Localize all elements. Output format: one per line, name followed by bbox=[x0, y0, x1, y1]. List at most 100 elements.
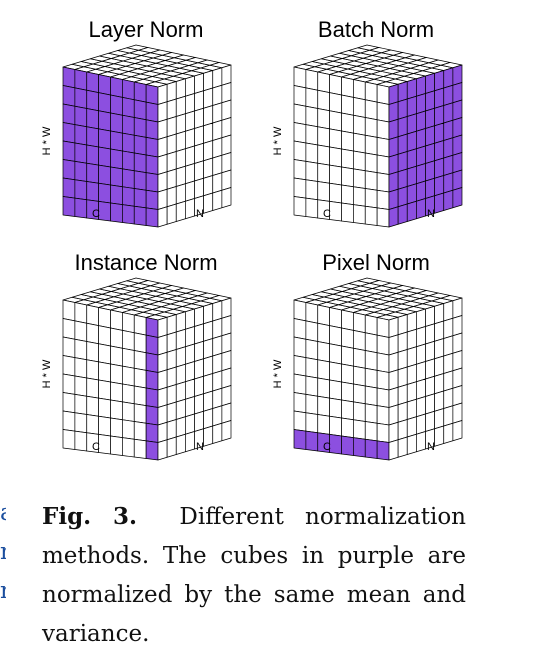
cube-cell bbox=[110, 345, 123, 367]
cube-cell bbox=[62, 140, 76, 162]
cube-cell bbox=[110, 363, 123, 385]
side-face bbox=[157, 64, 232, 228]
cube-cell bbox=[406, 148, 417, 170]
cube-cell bbox=[166, 203, 177, 225]
cube-cell bbox=[212, 172, 223, 194]
cube-cell bbox=[317, 414, 330, 435]
cube-cell bbox=[305, 302, 319, 324]
cube-cell bbox=[86, 359, 99, 381]
cube-cell bbox=[329, 128, 342, 150]
cube-cell bbox=[305, 394, 319, 415]
cube-cell bbox=[98, 434, 111, 455]
cube-cell bbox=[74, 124, 88, 146]
cube-cell bbox=[145, 352, 159, 373]
cube-cell bbox=[341, 184, 354, 205]
cube-cell bbox=[110, 166, 123, 188]
cube-cell bbox=[110, 76, 123, 98]
clipped-margin-text: n bbox=[0, 539, 6, 565]
cube-cell bbox=[364, 188, 378, 209]
cube-cell bbox=[434, 303, 445, 325]
cube-cell bbox=[203, 175, 214, 197]
cube-cell bbox=[443, 317, 454, 339]
cube-cell bbox=[388, 421, 399, 443]
cube-cell bbox=[133, 438, 147, 459]
cube-cell bbox=[145, 101, 159, 123]
cube-cell bbox=[133, 332, 147, 354]
cube-cell bbox=[305, 179, 319, 201]
cube-cell bbox=[388, 316, 399, 338]
cube-cell bbox=[317, 108, 330, 130]
cube-cell bbox=[175, 398, 186, 420]
cube-cell bbox=[62, 85, 76, 107]
cube-cell bbox=[452, 117, 463, 139]
cube-cell bbox=[86, 181, 99, 202]
cube-cell bbox=[133, 205, 147, 226]
cube-cell bbox=[86, 341, 99, 363]
top-face bbox=[293, 277, 463, 321]
cube-cell bbox=[452, 350, 463, 372]
cube-cell bbox=[341, 148, 354, 170]
cube-cell bbox=[74, 320, 88, 342]
cube-cell bbox=[122, 437, 135, 458]
cube-cell bbox=[221, 350, 232, 372]
cube-cell bbox=[212, 352, 223, 374]
cube-cell bbox=[86, 414, 99, 435]
cube-cell bbox=[452, 99, 463, 121]
cube-cell bbox=[329, 146, 342, 168]
cube-cell bbox=[376, 422, 390, 443]
cube-cell bbox=[145, 387, 159, 408]
cube-cell bbox=[293, 336, 307, 358]
cube-cell bbox=[203, 303, 214, 325]
cube-cell bbox=[166, 384, 177, 406]
cube-cell bbox=[175, 433, 186, 455]
cube-cell bbox=[293, 410, 307, 432]
cube-cell bbox=[388, 334, 399, 356]
cube-cell bbox=[166, 98, 177, 120]
cube-cell bbox=[203, 70, 214, 92]
cube-cell bbox=[425, 72, 435, 94]
cube-cell bbox=[133, 117, 147, 138]
cube-cell bbox=[166, 436, 177, 458]
cube-cell bbox=[110, 202, 123, 223]
cube-cell bbox=[122, 79, 135, 101]
cube-cell bbox=[353, 132, 366, 154]
cube-cell bbox=[317, 144, 330, 166]
cube-cell bbox=[157, 386, 168, 408]
cube-cell bbox=[388, 136, 399, 158]
cube-cell bbox=[443, 154, 454, 176]
cube-cell bbox=[376, 317, 390, 338]
cube-cell bbox=[185, 343, 195, 365]
cube-cell bbox=[157, 404, 168, 426]
cube-cell bbox=[122, 401, 135, 422]
cube-cell bbox=[175, 113, 186, 135]
cube-cell bbox=[305, 124, 319, 146]
cube-cell bbox=[98, 361, 111, 383]
cube-cell bbox=[364, 403, 378, 424]
cube-cell bbox=[353, 168, 366, 189]
cube-cell bbox=[434, 175, 445, 197]
cube-cell bbox=[293, 122, 307, 144]
axis-label-right: N bbox=[196, 208, 204, 220]
cube-cell bbox=[74, 161, 88, 182]
cube-cell bbox=[98, 325, 111, 347]
cube-cell bbox=[317, 322, 330, 345]
cube-cell bbox=[305, 430, 319, 452]
cube-cell bbox=[416, 413, 426, 435]
cube-cell bbox=[376, 137, 390, 158]
cube-cell bbox=[341, 202, 354, 223]
clipped-margin-text: a bbox=[0, 500, 6, 526]
cube-cell bbox=[74, 69, 88, 91]
cube-cell bbox=[221, 134, 232, 156]
cube-cell bbox=[221, 367, 232, 389]
cube-cell bbox=[86, 71, 99, 93]
cube-cell bbox=[166, 81, 177, 103]
cube-cell bbox=[353, 150, 366, 172]
front-face bbox=[62, 299, 159, 461]
cube-cell bbox=[406, 433, 417, 455]
cube-cell bbox=[221, 64, 232, 86]
cube-cell bbox=[157, 351, 168, 373]
cube-cell bbox=[317, 71, 330, 93]
cube-cell bbox=[133, 188, 147, 209]
cube-cell bbox=[397, 366, 408, 388]
